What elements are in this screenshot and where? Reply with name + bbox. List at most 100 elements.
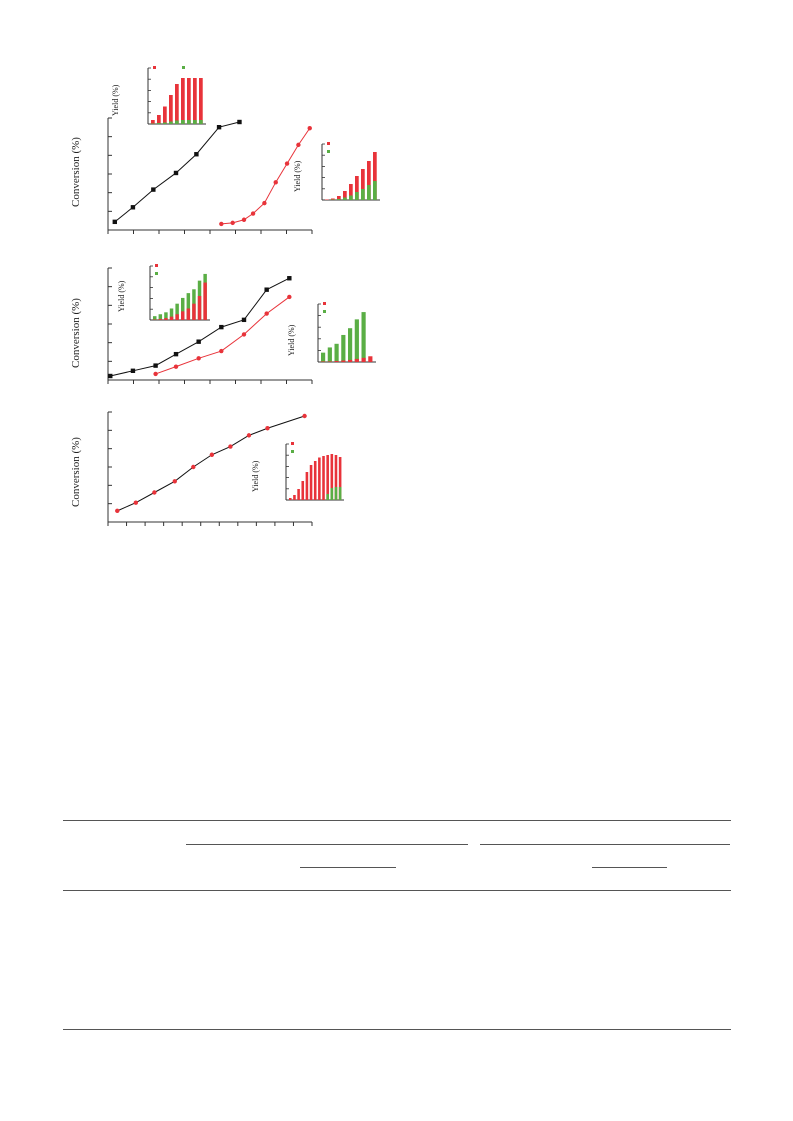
inset-middle-1-bar-red	[321, 361, 326, 362]
inset-bottom-0-bar-red	[309, 465, 313, 500]
inset-top-0-bar-red	[181, 78, 185, 124]
inset-top-0-bar-red	[157, 115, 161, 124]
inset-middle-1-bar-red	[341, 360, 346, 362]
inset-top-0-bar-green	[193, 120, 197, 124]
inset-top-0-bar-green	[181, 120, 185, 124]
inset-middle-1-bar-red	[334, 360, 339, 362]
inset-middle-0-bar-red	[158, 319, 163, 320]
data-point-square	[219, 324, 224, 330]
inset-top-0-bar-green	[157, 123, 161, 124]
data-point-square	[241, 317, 247, 323]
table-bottom-rule	[63, 1029, 731, 1030]
chart-panel-top: Yield (%) Yield (%)	[107, 66, 380, 234]
inset-top-0-bar-green	[163, 122, 167, 124]
inset-bottom-0-bar-green	[334, 487, 338, 500]
table-header-rule	[63, 890, 731, 891]
conversion-axis-label-bottom: Conversion (%)	[70, 437, 82, 507]
inset-top-1-bar-green	[337, 199, 341, 200]
inset-top-0-bar-green	[151, 123, 155, 124]
data-point-circle	[230, 220, 235, 226]
data-point-circle	[250, 211, 256, 216]
inset-top-1-bar-red	[355, 176, 359, 200]
inset-bottom-0-bar-green	[330, 488, 334, 500]
inset-middle-0-bar-red	[181, 311, 185, 320]
inset-bottom-0-bar-red	[330, 454, 334, 500]
inset-top-0-bar-green	[169, 121, 173, 124]
inset-bottom-0-bar-green	[338, 487, 342, 500]
inset-top-0-bar-green	[175, 120, 179, 124]
inset-bottom-0-bar-red	[338, 457, 342, 500]
data-point-square	[153, 363, 158, 368]
inset-middle-1-ylabel: Yield (%)	[287, 324, 296, 356]
inset-top-0-bar-green	[199, 120, 203, 124]
inset-middle-0-bar-green	[181, 297, 185, 320]
data-point-circle	[287, 294, 292, 300]
table-top-rule	[63, 820, 731, 821]
inset-middle-1-legend-green	[323, 310, 326, 313]
data-point-circle	[265, 426, 270, 431]
data-point-square	[130, 368, 136, 373]
inset-middle-1-bar-red	[368, 356, 373, 362]
conversion-axis-label-middle: Conversion (%)	[70, 298, 82, 368]
data-point-circle	[133, 500, 139, 505]
inset-middle-0-bar-red	[192, 303, 196, 320]
data-point-circle	[152, 490, 157, 495]
inset-top-1-ylabel: Yield (%)	[293, 160, 302, 192]
data-point-circle	[273, 180, 278, 185]
data-point-circle	[172, 479, 177, 484]
inset-top-1-legend-red	[327, 142, 330, 145]
inset-middle-0-ylabel: Yield (%)	[117, 280, 126, 312]
inset-top-1-bar-green	[343, 197, 347, 200]
table-group-rule-left	[186, 844, 468, 845]
data-point-circle	[219, 348, 224, 354]
inset-top-1-bar-red	[325, 199, 329, 200]
data-point-circle	[209, 452, 215, 457]
inset-middle-0-bar-green	[153, 316, 157, 320]
inset-middle-1-bar-green	[354, 319, 359, 362]
inset-top-1-bar-green	[355, 192, 359, 200]
data-point-square	[173, 170, 179, 176]
table-subgroup-rule-left	[300, 867, 396, 868]
inset-middle-0-bar-red	[169, 316, 174, 320]
inset-top-1-bar-red	[373, 152, 377, 200]
inset-middle-0-bar-red	[175, 314, 179, 320]
data-point-circle	[115, 508, 120, 514]
inset-top-1-bar-green	[361, 189, 365, 200]
inset-top-0-legend-red	[153, 66, 156, 69]
inset-top-1-bar-red	[343, 191, 347, 200]
inset-middle-1-bar-green	[321, 352, 326, 362]
inset-top-0-bar-red	[193, 78, 197, 124]
data-point-circle	[219, 221, 224, 227]
data-point-circle	[196, 356, 201, 361]
inset-top-1-bar-red	[349, 184, 353, 200]
conversion-axis-label-top: Conversion (%)	[70, 137, 82, 207]
data-point-square	[216, 125, 222, 130]
data-point-circle	[246, 433, 252, 438]
inset-bottom-0-bar-red	[293, 495, 296, 500]
chart-panel-bottom: Yield (%)	[107, 411, 344, 526]
inset-bottom-0-ylabel: Yield (%)	[251, 460, 260, 492]
table-group-rule-right	[480, 844, 730, 845]
inset-middle-1-bar-red	[354, 358, 359, 362]
inset-middle-0-bar-red	[164, 318, 168, 320]
data-point-square	[264, 287, 269, 292]
inset-top-1-bar-green	[349, 195, 353, 200]
data-point-circle	[241, 217, 247, 222]
data-point-circle	[191, 464, 196, 470]
inset-middle-1-legend-red	[323, 302, 326, 305]
data-point-square	[112, 219, 117, 225]
inset-bottom-0-legend-red	[291, 442, 294, 445]
inset-top-1-bar-red	[361, 169, 365, 200]
data-point-circle	[241, 332, 247, 337]
data-point-circle	[302, 413, 307, 419]
inset-bottom-0-legend-green	[291, 450, 294, 453]
inset-middle-1-bar-green	[327, 347, 332, 362]
data-point-square	[287, 276, 292, 281]
inset-top-1-bar-red	[337, 196, 341, 200]
inset-bottom-0-bar-red	[318, 457, 321, 500]
inset-middle-1-bar-green	[348, 328, 353, 362]
inset-bottom-0-bar-red	[289, 498, 292, 500]
inset-bottom-0-bar-red	[313, 461, 317, 500]
inset-top-1-bar-green	[373, 181, 377, 200]
